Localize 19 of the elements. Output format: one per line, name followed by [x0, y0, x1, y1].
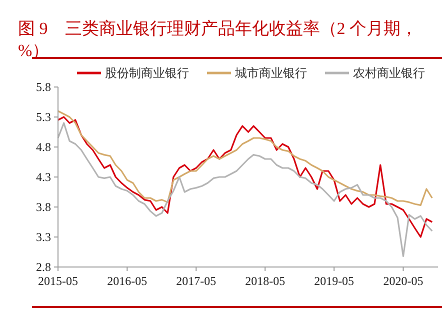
line-series	[57, 116, 433, 238]
legend-label: 城市商业银行	[234, 66, 307, 80]
legend-label: 股份制商业银行	[105, 66, 189, 80]
line-series	[57, 122, 433, 257]
line-series	[57, 110, 433, 206]
x-tick-label: 2019-05	[314, 274, 354, 288]
x-tick-label: 2017-05	[176, 274, 216, 288]
y-tick-label: 3.3	[36, 230, 51, 244]
x-tick-label: 2016-05	[107, 274, 148, 288]
y-tick-label: 3.8	[36, 200, 51, 214]
x-tick-label: 2020-05	[383, 274, 424, 288]
x-tick-label: 2018-05	[245, 274, 286, 288]
y-tick-label: 5.8	[36, 80, 51, 94]
y-tick-label: 4.8	[36, 140, 51, 154]
y-tick-label: 2.8	[36, 260, 51, 274]
legend-label: 农村商业银行	[353, 66, 425, 80]
x-tick-label: 2015-05	[38, 274, 78, 288]
y-tick-label: 5.3	[36, 110, 51, 124]
y-tick-label: 4.3	[36, 170, 51, 184]
